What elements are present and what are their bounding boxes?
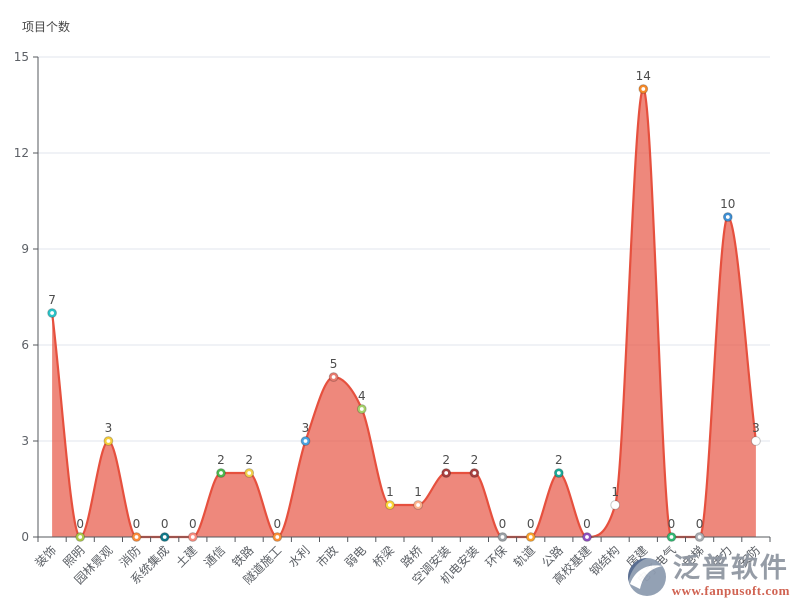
data-point[interactable] xyxy=(638,84,649,94)
value-label: 3 xyxy=(752,421,760,435)
value-label: 0 xyxy=(668,517,676,531)
value-label: 0 xyxy=(76,517,84,531)
data-point[interactable] xyxy=(441,468,452,478)
value-label: 4 xyxy=(358,389,366,403)
data-point[interactable] xyxy=(272,532,283,542)
data-point[interactable] xyxy=(75,532,86,542)
x-category-label: 装饰 xyxy=(32,543,59,570)
y-tick-label: 15 xyxy=(14,50,29,64)
value-label: 3 xyxy=(302,421,310,435)
value-label: 7 xyxy=(48,293,56,307)
data-point[interactable] xyxy=(582,532,592,542)
data-point[interactable] xyxy=(385,500,395,510)
data-point[interactable] xyxy=(553,468,564,478)
x-category-label: 弱电 xyxy=(342,543,369,570)
value-label: 0 xyxy=(527,517,535,531)
data-point[interactable] xyxy=(328,372,339,382)
logo-crescent xyxy=(627,558,647,581)
value-label: 0 xyxy=(161,517,169,531)
data-point[interactable] xyxy=(610,500,621,510)
value-label: 2 xyxy=(555,453,563,467)
data-point[interactable] xyxy=(244,468,255,478)
data-point[interactable] xyxy=(722,212,733,222)
data-point[interactable] xyxy=(47,308,57,318)
data-point[interactable] xyxy=(469,468,480,478)
value-label: 2 xyxy=(217,453,225,467)
data-point[interactable] xyxy=(413,500,424,510)
y-tick-label: 6 xyxy=(21,338,29,352)
x-category-label: 水利 xyxy=(286,543,313,570)
watermark-url: www.fanpusoft.com xyxy=(671,583,790,598)
value-label: 3 xyxy=(105,421,113,435)
chart-title: 项目个数 xyxy=(22,20,71,34)
data-point[interactable] xyxy=(356,404,367,414)
data-point[interactable] xyxy=(751,436,761,446)
value-label: 10 xyxy=(720,197,735,211)
data-point[interactable] xyxy=(300,436,311,446)
x-category-label: 土建 xyxy=(173,543,200,570)
y-tick-label: 12 xyxy=(14,146,29,160)
x-category-label: 桥梁 xyxy=(369,543,397,571)
y-tick-label: 3 xyxy=(21,434,29,448)
data-point[interactable] xyxy=(525,532,536,542)
x-category-label: 通信 xyxy=(201,543,228,570)
x-category-label: 轨道 xyxy=(511,543,538,570)
value-label: 5 xyxy=(330,357,338,371)
x-category-label: 市政 xyxy=(313,543,341,571)
value-label: 2 xyxy=(442,453,450,467)
watermark: 泛普软件 www.fanpusoft.com xyxy=(625,554,790,598)
value-label: 0 xyxy=(696,517,704,531)
data-point[interactable] xyxy=(694,532,705,542)
data-point[interactable] xyxy=(187,532,198,542)
value-label: 1 xyxy=(386,485,394,499)
data-point[interactable] xyxy=(131,532,142,542)
value-label: 14 xyxy=(636,69,651,83)
value-label: 1 xyxy=(611,485,619,499)
value-label: 2 xyxy=(245,453,253,467)
value-label: 2 xyxy=(471,453,479,467)
data-point[interactable] xyxy=(497,532,508,542)
value-label: 1 xyxy=(414,485,422,499)
data-point[interactable] xyxy=(103,436,114,446)
value-label: 0 xyxy=(189,517,197,531)
watermark-brand: 泛普软件 xyxy=(672,553,789,584)
value-label: 0 xyxy=(133,517,141,531)
value-label: 0 xyxy=(499,517,507,531)
data-point[interactable] xyxy=(159,532,170,542)
value-label: 0 xyxy=(273,517,281,531)
x-category-label: 环保 xyxy=(483,543,510,570)
fanpu-logo-icon xyxy=(627,558,666,596)
y-tick-label: 0 xyxy=(21,530,29,544)
y-tick-label: 9 xyxy=(21,242,29,256)
logo-swoosh xyxy=(629,565,663,589)
value-label: 0 xyxy=(583,517,591,531)
data-point[interactable] xyxy=(666,532,677,542)
x-category-label: 钢结构 xyxy=(586,543,622,579)
data-point[interactable] xyxy=(216,468,226,478)
